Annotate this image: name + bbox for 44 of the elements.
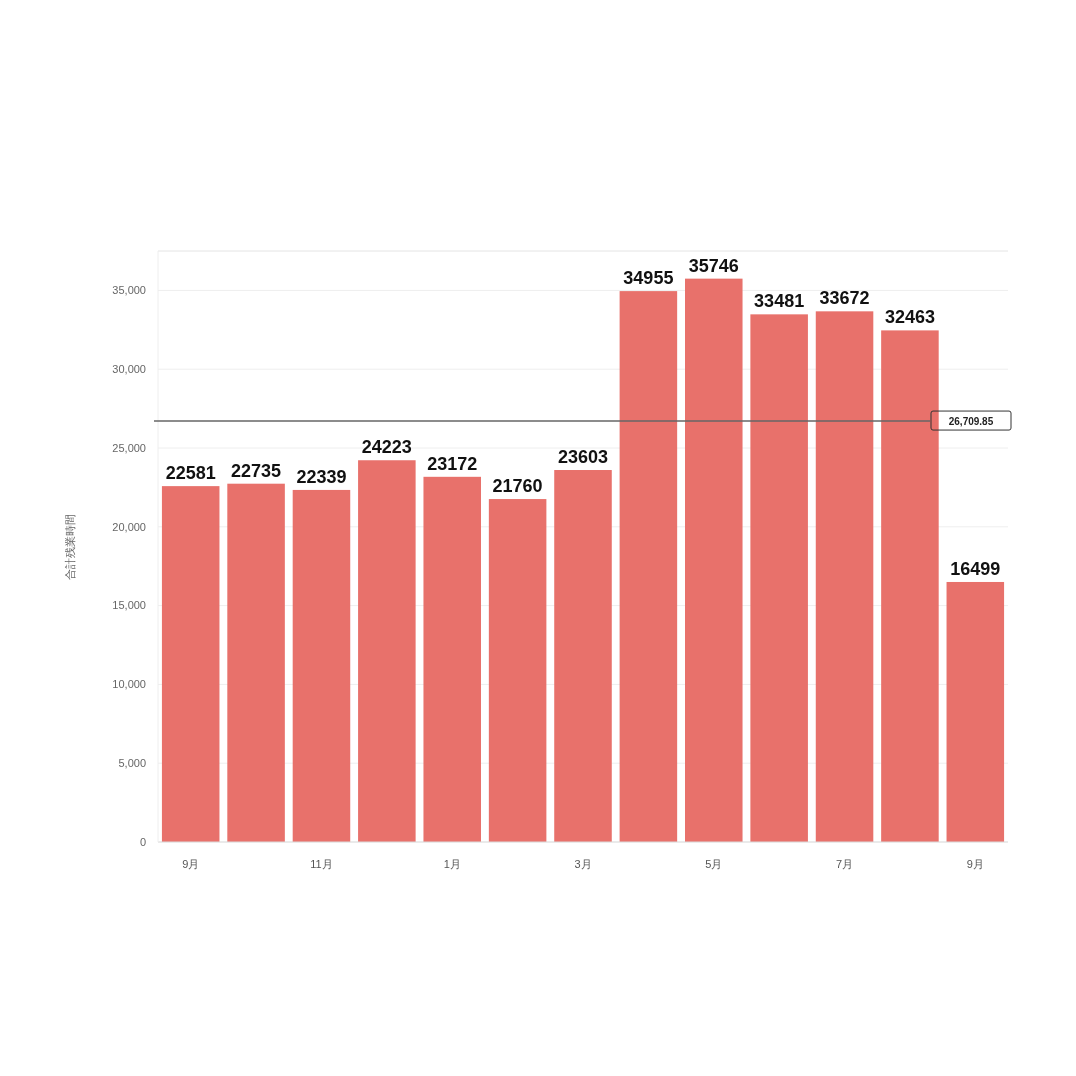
data-label: 21760 bbox=[492, 476, 543, 497]
bar bbox=[292, 489, 351, 842]
bar bbox=[946, 581, 1005, 842]
data-label: 24223 bbox=[361, 437, 412, 458]
bar bbox=[554, 470, 612, 842]
data-label: 33481 bbox=[754, 291, 805, 312]
y-axis-title: 合計残業時間 bbox=[64, 513, 76, 580]
data-label: 16499 bbox=[950, 558, 1001, 579]
data-label: 22581 bbox=[165, 463, 216, 484]
data-label: 23603 bbox=[557, 447, 609, 468]
data-label: 23172 bbox=[427, 453, 478, 474]
y-tick-label: 10,000 bbox=[112, 678, 146, 691]
bar bbox=[750, 314, 808, 842]
y-tick-label: 35,000 bbox=[112, 284, 146, 297]
x-tick-label: 5月 bbox=[705, 858, 723, 870]
bar bbox=[488, 499, 547, 842]
x-tick-label: 1月 bbox=[443, 858, 461, 870]
x-tick-label: 7月 bbox=[835, 858, 854, 870]
data-label: 33672 bbox=[819, 288, 870, 309]
data-label: 22735 bbox=[231, 460, 282, 481]
ref-line-label: 26,709.85 bbox=[948, 415, 994, 427]
data-label: 34955 bbox=[623, 268, 674, 289]
x-tick-label: 11月 bbox=[310, 858, 333, 870]
bar bbox=[815, 311, 874, 842]
y-tick-label: 20,000 bbox=[112, 520, 146, 533]
x-tick-label: 3月 bbox=[574, 858, 592, 870]
label-tag: 26,709.85 bbox=[930, 410, 1012, 431]
data-label: 35746 bbox=[688, 255, 739, 276]
bar bbox=[161, 486, 220, 842]
bar bbox=[685, 278, 743, 842]
x-tick-label: 9月 bbox=[966, 858, 984, 870]
y-tick-label: 30,000 bbox=[112, 363, 146, 376]
bar bbox=[881, 330, 939, 842]
y-tick-label: 25,000 bbox=[112, 441, 146, 454]
x-tick-label: 9月 bbox=[182, 858, 200, 870]
bar bbox=[227, 483, 285, 842]
y-tick-label: 5,000 bbox=[118, 757, 146, 770]
y-tick-label: 15,000 bbox=[112, 599, 146, 612]
bar bbox=[423, 476, 481, 842]
data-label: 32463 bbox=[884, 307, 935, 328]
bar bbox=[358, 460, 416, 842]
data-label: 22339 bbox=[296, 466, 347, 487]
y-tick-label: 0 bbox=[139, 835, 146, 848]
bar bbox=[619, 291, 678, 842]
